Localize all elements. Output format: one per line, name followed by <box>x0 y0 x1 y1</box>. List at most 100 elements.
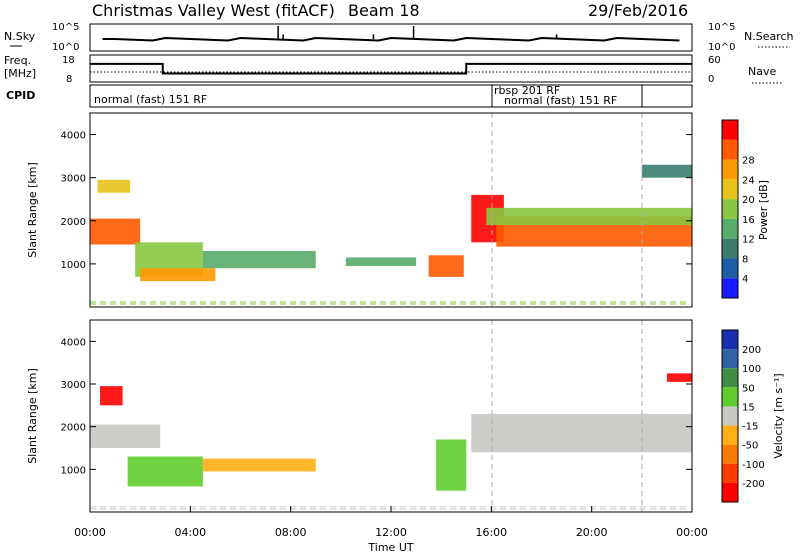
power-colorbar-frame <box>721 119 739 299</box>
nsky-panel: N.Sky 10^5 10^0 10^5 10^0 N.Search <box>4 22 794 53</box>
velocity-ground-strip <box>660 506 666 510</box>
nsky-spikes <box>277 26 558 39</box>
velocity-ground-strip <box>150 506 156 510</box>
power-ground-strip <box>270 301 276 305</box>
cpid-frame <box>89 84 693 108</box>
power-ground-strip <box>460 301 466 305</box>
velocity-colorbar: 200 100 50 15 -15 -50 -100 -200 <box>721 329 765 503</box>
power-colorbar-swatch <box>722 139 738 160</box>
velocity-heatmap <box>90 373 692 510</box>
velocity-ground-strip <box>560 506 566 510</box>
x-tick-label: 00:00 <box>74 526 106 539</box>
velocity-colorbar-tick: 200 <box>742 345 761 356</box>
power-ground-strip <box>140 301 146 305</box>
power-ground-strip <box>570 301 576 305</box>
velocity-ground-strip <box>610 506 616 510</box>
velocity-region-0 <box>100 386 123 406</box>
power-ground-strip <box>360 301 366 305</box>
y-tick-label: 2000 <box>61 217 86 228</box>
x-tick-label: 00:00 <box>676 526 708 539</box>
nave-tick-top: 60 <box>708 55 721 66</box>
power-region-0 <box>90 218 141 245</box>
power-colorbar: 4 8 12 16 20 24 28 <box>721 119 755 299</box>
velocity-ground-strip <box>390 506 396 510</box>
power-colorbar-swatch <box>722 218 738 239</box>
power-heatmap <box>90 164 692 305</box>
velocity-ground-strip <box>570 506 576 510</box>
velocity-ground-strip <box>640 506 646 510</box>
power-colorbar-tick: 4 <box>742 274 748 285</box>
freq-series-line <box>90 62 692 75</box>
x-tick-label: 16:00 <box>475 526 507 539</box>
velocity-region-3 <box>202 458 316 472</box>
velocity-ground-strip <box>120 506 126 510</box>
velocity-colorbar-tick: 50 <box>742 383 755 394</box>
power-colorbar-swatch <box>722 199 738 219</box>
power-ground-strip <box>400 301 406 305</box>
x-tick-label: 04:00 <box>174 526 206 539</box>
freq-tick-bottom: 8 <box>66 74 72 85</box>
freq-panel: Freq. [MHz] 18 8 60 0 Nave <box>4 54 782 85</box>
power-ground-strip <box>170 301 176 305</box>
velocity-ground-strip <box>110 506 116 510</box>
velocity-ground-strip <box>520 506 526 510</box>
freq-tick-top: 18 <box>62 55 75 66</box>
velocity-ground-strip <box>230 506 236 510</box>
velocity-ground-strip <box>380 506 386 510</box>
power-y-axis: 1000 2000 3000 4000 <box>61 131 692 271</box>
velocity-ground-strip <box>250 506 256 510</box>
velocity-ground-strip <box>240 506 246 510</box>
power-region-5 <box>345 257 417 267</box>
velocity-ground-strip <box>530 506 536 510</box>
power-ground-strip <box>190 301 196 305</box>
velocity-colorbar-label: Velocity [m s⁻¹] <box>772 373 785 458</box>
power-ground-strip <box>440 301 446 305</box>
nsearch-tick-bottom: 10^0 <box>708 42 735 53</box>
velocity-ground-strip <box>300 506 306 510</box>
power-ground-strip <box>230 301 236 305</box>
velocity-y-axis: 1000 2000 3000 4000 <box>61 337 692 476</box>
velocity-ground-strip <box>340 506 346 510</box>
velocity-ground-strip <box>630 506 636 510</box>
power-ground-strip <box>110 301 116 305</box>
power-ground-strip <box>680 301 686 305</box>
velocity-colorbar-swatch <box>722 482 738 502</box>
velocity-ground-strip <box>650 506 656 510</box>
power-ground-strip <box>130 301 136 305</box>
nsky-frame <box>89 23 693 52</box>
power-ground-strip <box>410 301 416 305</box>
power-ground-strip <box>310 301 316 305</box>
x-tick-label: 20:00 <box>576 526 608 539</box>
x-tick-label: 08:00 <box>275 526 307 539</box>
power-region-9 <box>486 207 692 226</box>
power-ground-strip <box>300 301 306 305</box>
velocity-ground-strip <box>580 506 586 510</box>
power-colorbar-swatch <box>722 278 738 298</box>
velocity-ground-strip <box>430 506 436 510</box>
nsky-tick-top: 10^5 <box>52 22 79 33</box>
velocity-ground-strip <box>550 506 556 510</box>
nsearch-label: N.Search <box>744 30 794 43</box>
velocity-ground-strip <box>490 506 496 510</box>
power-ground-strip <box>490 301 496 305</box>
power-ground-strip <box>470 301 476 305</box>
power-colorbar-tick: 20 <box>742 195 755 206</box>
power-ground-strip <box>630 301 636 305</box>
velocity-ground-strip <box>270 506 276 510</box>
power-colorbar-tick: 28 <box>742 156 755 167</box>
velocity-region-4 <box>436 439 467 491</box>
time-axis-title: Time UT <box>367 541 413 554</box>
power-ground-strip <box>600 301 606 305</box>
cpid-label: CPID <box>6 89 35 102</box>
nsky-tick-bottom: 10^0 <box>52 42 79 53</box>
velocity-ground-strip <box>360 506 366 510</box>
velocity-ground-strip <box>420 506 426 510</box>
power-colorbar-tick: 24 <box>742 175 755 186</box>
power-ground-strip <box>590 301 596 305</box>
velocity-ground-strip <box>90 506 96 510</box>
power-colorbar-tick: 8 <box>742 254 748 265</box>
velocity-ground-strip <box>670 506 676 510</box>
velocity-colorbar-swatch <box>722 349 738 369</box>
velocity-colorbar-swatch <box>722 444 738 464</box>
